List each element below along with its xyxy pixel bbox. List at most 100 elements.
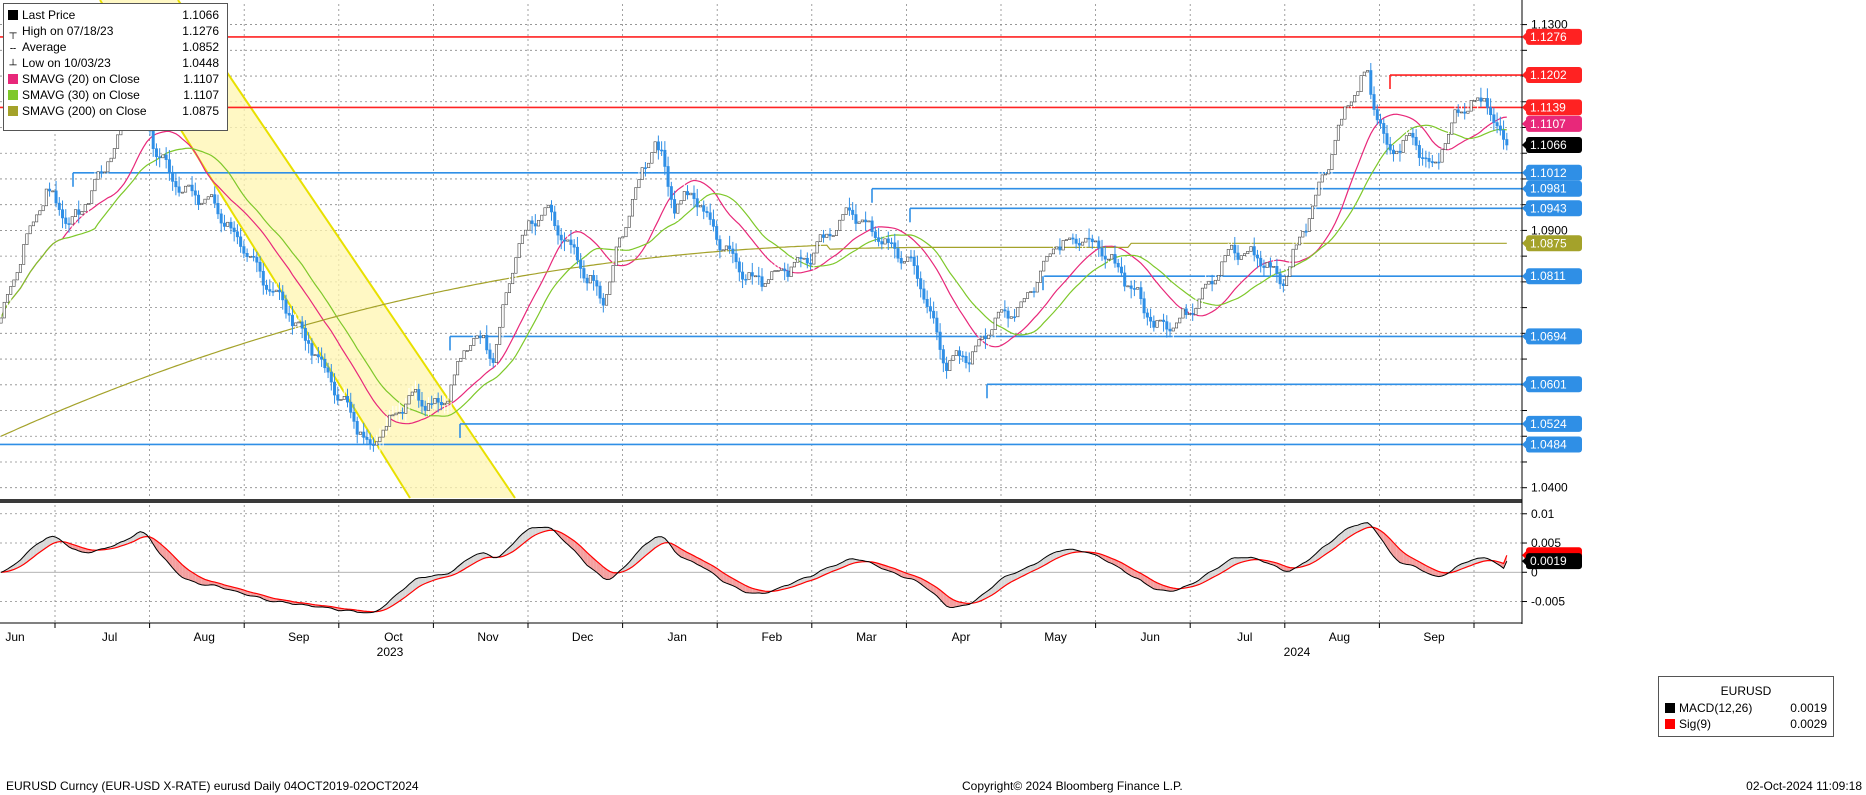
- legend-row-smavg20: SMAVG (20) on Close 1.1107: [8, 71, 223, 87]
- candle-body: [161, 154, 165, 159]
- candle-body: [744, 278, 748, 281]
- candle-body: [265, 284, 269, 290]
- legend-value: 1.0448: [182, 56, 219, 70]
- macd-legend: EURUSD MACD(12,26) 0.0019 Sig(9) 0.0029: [1658, 676, 1834, 737]
- macd-fill: [1354, 525, 1358, 534]
- candle-body: [1136, 287, 1140, 290]
- candle-body: [630, 199, 634, 217]
- candle-body: [358, 431, 362, 435]
- macd-legend-title: EURUSD: [1720, 684, 1772, 698]
- candle-body: [883, 238, 887, 245]
- macd-fill: [1309, 556, 1313, 565]
- macd-fill: [153, 538, 157, 550]
- candle-body: [417, 389, 421, 401]
- macd-fill: [464, 559, 468, 570]
- value-label: [1526, 136, 1582, 153]
- candle-body: [1375, 109, 1379, 121]
- candle-body: [1252, 246, 1256, 256]
- macd-fill: [1328, 541, 1332, 553]
- macd-fill: [946, 595, 950, 608]
- candle-body: [57, 202, 61, 210]
- candle-body: [1178, 317, 1182, 324]
- candle-body: [818, 234, 822, 243]
- panel-divider: [0, 499, 1522, 503]
- candle-body: [469, 345, 473, 351]
- candle-body: [446, 400, 450, 404]
- average-marker-icon: ╌: [9, 44, 17, 55]
- macd-fill: [198, 576, 202, 585]
- candle-body: [12, 279, 16, 287]
- legend-row-smavg200: SMAVG (200) on Close 1.0875: [8, 103, 223, 119]
- candle-body: [951, 355, 955, 361]
- candle-body: [1009, 316, 1013, 319]
- candle-body: [449, 384, 453, 402]
- candle-body: [1171, 327, 1175, 332]
- macd-fill: [1361, 522, 1365, 531]
- candle-body: [1414, 136, 1418, 146]
- candle-body: [857, 221, 861, 224]
- candle-body: [566, 239, 570, 242]
- level-label-text: 1.0943: [1530, 201, 1567, 215]
- candle-body: [1340, 118, 1344, 126]
- macd-fill: [742, 583, 746, 593]
- candle-body: [789, 266, 793, 277]
- candle-body: [890, 242, 894, 245]
- candle-body: [601, 297, 605, 306]
- macd-fill: [205, 579, 209, 586]
- candle-body: [61, 209, 65, 219]
- macd-fill: [159, 543, 163, 557]
- sma200-line: [0, 242, 1507, 437]
- candle-body: [812, 252, 816, 265]
- candle-body: [550, 204, 554, 213]
- macd-fill: [684, 550, 688, 560]
- horizontal-levels: [0, 36, 1522, 446]
- candle-body: [1113, 254, 1117, 264]
- macd-legend-value: 0.0019: [1790, 701, 1827, 715]
- candle-body: [1132, 288, 1136, 290]
- macd-y-tick-label: 0: [1531, 565, 1538, 579]
- candle-body: [993, 317, 997, 330]
- candle-body: [184, 185, 188, 193]
- macd-fill: [1425, 565, 1430, 574]
- x-month-label: Oct: [384, 630, 403, 644]
- candle-body: [634, 187, 638, 200]
- candle-body: [517, 243, 521, 258]
- candle-body: [1498, 125, 1502, 131]
- low-marker-icon: ┴: [9, 60, 17, 71]
- candle-body: [1230, 244, 1234, 250]
- candle-body: [796, 257, 800, 263]
- candle-body: [880, 241, 884, 245]
- candle-body: [1116, 262, 1120, 268]
- macd-fill: [674, 544, 678, 555]
- candle-body: [67, 223, 71, 225]
- candle-body: [763, 283, 767, 287]
- candle-body: [682, 191, 686, 201]
- chart-footer: EURUSD Curncy (EUR-USD X-RATE) eurusd Da…: [0, 776, 1866, 795]
- candle-body: [1502, 130, 1506, 140]
- macd-fill: [800, 577, 805, 584]
- candle-body: [15, 272, 19, 281]
- candle-body: [1356, 91, 1360, 96]
- macd-fill: [1377, 528, 1381, 538]
- candle-body: [1285, 276, 1289, 286]
- candle-body: [391, 414, 395, 417]
- candle-body: [459, 357, 463, 362]
- macd-fill: [421, 577, 426, 586]
- candle-body: [854, 214, 858, 224]
- macd-fill: [622, 565, 626, 572]
- macd-fill: [583, 549, 588, 566]
- candle-body: [1168, 328, 1172, 332]
- signal-line: [0, 526, 1508, 613]
- candle-body: [605, 294, 609, 306]
- candle-body: [1430, 161, 1434, 164]
- candle-body: [1434, 161, 1438, 164]
- value-label-text: 1.0875: [1530, 236, 1567, 250]
- candle-body: [375, 441, 379, 446]
- macd-fill: [1034, 563, 1038, 571]
- candle-body: [932, 310, 936, 319]
- macd-fill: [1341, 529, 1345, 543]
- candle-body: [562, 239, 566, 242]
- footer-timestamp: 02-Oct-2024 11:09:18: [1746, 779, 1862, 793]
- candle-body: [452, 374, 456, 386]
- macd-fill: [645, 542, 649, 556]
